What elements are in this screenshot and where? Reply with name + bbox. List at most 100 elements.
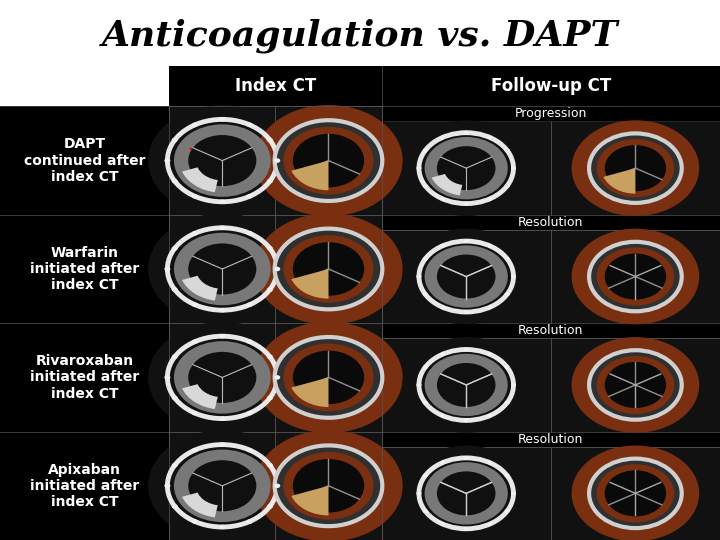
Circle shape	[188, 135, 256, 186]
Circle shape	[423, 292, 428, 296]
Circle shape	[192, 340, 198, 344]
Circle shape	[588, 349, 683, 421]
Circle shape	[464, 239, 469, 243]
Circle shape	[402, 120, 530, 216]
Bar	[382, 66, 720, 106]
Circle shape	[284, 235, 374, 303]
Bar	[275, 215, 382, 323]
Circle shape	[220, 308, 225, 313]
Bar	[169, 106, 275, 215]
Bar	[382, 338, 551, 431]
Circle shape	[511, 491, 516, 495]
Circle shape	[174, 341, 271, 414]
Wedge shape	[182, 269, 222, 301]
Circle shape	[440, 244, 445, 248]
Circle shape	[605, 470, 666, 516]
Circle shape	[440, 461, 445, 464]
Circle shape	[164, 375, 171, 380]
Circle shape	[423, 401, 428, 404]
Circle shape	[188, 244, 256, 294]
Circle shape	[188, 352, 256, 403]
Circle shape	[220, 117, 225, 122]
Bar	[0, 431, 169, 540]
Text: Rivaroxaban
initiated after
index CT: Rivaroxaban initiated after index CT	[30, 354, 139, 401]
Text: Index CT: Index CT	[235, 77, 316, 95]
Circle shape	[423, 509, 428, 513]
Circle shape	[274, 267, 280, 271]
Circle shape	[247, 194, 253, 199]
Circle shape	[572, 120, 699, 216]
Circle shape	[487, 461, 492, 464]
Circle shape	[267, 355, 273, 359]
Circle shape	[605, 362, 666, 408]
Circle shape	[196, 141, 248, 180]
Wedge shape	[182, 377, 222, 409]
Circle shape	[293, 459, 364, 512]
Circle shape	[588, 458, 683, 529]
Circle shape	[437, 363, 495, 407]
Circle shape	[196, 466, 248, 505]
Circle shape	[588, 241, 683, 312]
Circle shape	[171, 179, 178, 184]
Text: Resolution: Resolution	[518, 216, 583, 229]
Wedge shape	[182, 486, 222, 517]
Circle shape	[402, 229, 530, 325]
Circle shape	[440, 352, 445, 356]
Circle shape	[402, 446, 530, 540]
Circle shape	[444, 151, 489, 185]
Text: Anticoagulation vs. DAPT: Anticoagulation vs. DAPT	[102, 19, 618, 53]
Circle shape	[293, 134, 364, 187]
Circle shape	[171, 396, 178, 400]
Circle shape	[148, 213, 297, 325]
Text: Resolution: Resolution	[518, 433, 583, 446]
Circle shape	[572, 337, 699, 433]
Circle shape	[267, 138, 273, 142]
Circle shape	[247, 448, 253, 453]
Circle shape	[192, 519, 198, 524]
Bar	[551, 447, 720, 540]
Wedge shape	[292, 160, 328, 190]
Circle shape	[597, 139, 674, 197]
Circle shape	[605, 145, 666, 191]
Bar	[382, 230, 551, 323]
Circle shape	[220, 199, 225, 204]
Circle shape	[171, 287, 178, 292]
Circle shape	[464, 131, 469, 134]
Bar	[275, 431, 382, 540]
Circle shape	[423, 365, 428, 369]
Wedge shape	[431, 168, 467, 195]
Circle shape	[572, 229, 699, 325]
Text: Resolution: Resolution	[518, 324, 583, 338]
Bar	[382, 447, 551, 540]
Circle shape	[274, 228, 384, 310]
Circle shape	[274, 444, 384, 527]
Circle shape	[505, 184, 510, 188]
Circle shape	[423, 148, 428, 152]
Bar	[382, 106, 720, 122]
Circle shape	[416, 275, 421, 279]
Text: Follow-up CT: Follow-up CT	[490, 77, 611, 95]
Circle shape	[274, 375, 280, 380]
Circle shape	[274, 483, 280, 488]
Circle shape	[572, 446, 699, 540]
Circle shape	[416, 166, 421, 170]
Circle shape	[425, 354, 508, 416]
Circle shape	[192, 194, 198, 199]
Circle shape	[174, 449, 271, 522]
Bar	[551, 122, 720, 215]
Circle shape	[267, 504, 273, 509]
Circle shape	[174, 124, 271, 197]
Circle shape	[247, 519, 253, 524]
Circle shape	[247, 302, 253, 307]
Circle shape	[293, 242, 364, 296]
Circle shape	[148, 430, 297, 540]
Circle shape	[440, 136, 445, 139]
Circle shape	[440, 522, 445, 526]
Circle shape	[192, 302, 198, 307]
Circle shape	[440, 305, 445, 309]
Bar	[382, 323, 720, 338]
Circle shape	[254, 430, 402, 540]
Circle shape	[274, 119, 384, 202]
Circle shape	[597, 356, 674, 414]
Circle shape	[437, 254, 495, 299]
